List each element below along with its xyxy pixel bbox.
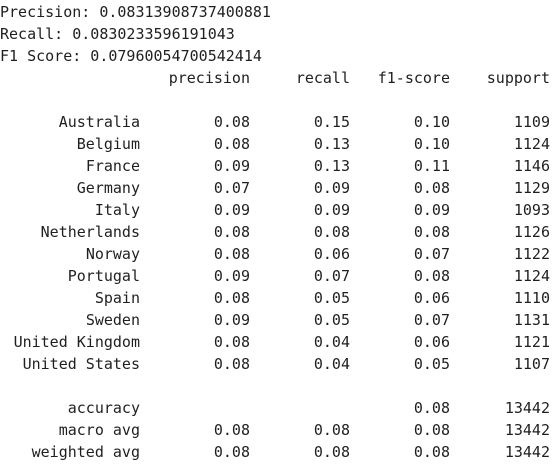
f1-value: 0.10 xyxy=(413,113,450,131)
f1-value: 0.05 xyxy=(413,355,450,373)
precision-value: 0.08 xyxy=(213,333,250,351)
row-label: Italy xyxy=(94,201,140,219)
f1-value: 0.11 xyxy=(413,157,450,175)
recall-value: 0.07 xyxy=(313,267,350,285)
f1-value: 0.06 xyxy=(413,289,450,307)
precision-value: 0.08 xyxy=(213,421,250,439)
row-label: Norway xyxy=(85,245,140,263)
header-recall: recall xyxy=(295,69,350,87)
row-label: Portugal xyxy=(67,267,140,285)
precision-value: 0.09 xyxy=(213,267,250,285)
row-label: Belgium xyxy=(76,135,140,153)
precision-value: 0.08 xyxy=(213,443,250,461)
recall-value: 0.06 xyxy=(313,245,350,263)
precision-value: 0.09 xyxy=(213,157,250,175)
f1-value: 0.08 xyxy=(413,267,450,285)
support-value: 1122 xyxy=(513,245,550,263)
row-label: macro avg xyxy=(58,421,140,439)
recall-value: 0.15 xyxy=(313,113,350,131)
row-label: Spain xyxy=(94,289,140,307)
f1-value: 0.08 xyxy=(413,443,450,461)
f1-value: 0.08 xyxy=(413,399,450,417)
recall-summary: Recall: 0.0830233596191043 xyxy=(0,25,235,43)
support-value: 1110 xyxy=(513,289,550,307)
support-value: 1107 xyxy=(513,355,550,373)
row-label: France xyxy=(85,157,140,175)
precision-summary: Precision: 0.08313908737400881 xyxy=(0,3,271,21)
recall-value: 0.04 xyxy=(313,333,350,351)
row-label: Netherlands xyxy=(40,223,140,241)
recall-value: 0.08 xyxy=(313,223,350,241)
support-value: 13442 xyxy=(504,421,550,439)
f1-value: 0.08 xyxy=(413,421,450,439)
support-value: 1129 xyxy=(513,179,550,197)
recall-value: 0.09 xyxy=(313,179,350,197)
precision-value: 0.08 xyxy=(213,135,250,153)
f1-value: 0.07 xyxy=(413,245,450,263)
f1-value: 0.09 xyxy=(413,201,450,219)
recall-value: 0.13 xyxy=(313,135,350,153)
f1-value: 0.06 xyxy=(413,333,450,351)
precision-value: 0.09 xyxy=(213,311,250,329)
support-value: 1121 xyxy=(513,333,550,351)
support-value: 1131 xyxy=(513,311,550,329)
f1-summary: F1 Score: 0.07960054700542414 xyxy=(0,47,262,65)
support-value: 1126 xyxy=(513,223,550,241)
precision-value: 0.08 xyxy=(213,289,250,307)
recall-value: 0.08 xyxy=(313,443,350,461)
precision-value: 0.08 xyxy=(213,223,250,241)
row-label: weighted avg xyxy=(31,443,140,461)
precision-value: 0.08 xyxy=(213,245,250,263)
precision-value: 0.07 xyxy=(213,179,250,197)
support-value: 1124 xyxy=(513,267,550,285)
f1-value: 0.10 xyxy=(413,135,450,153)
row-label: United Kingdom xyxy=(13,333,140,351)
header-support: support xyxy=(486,69,550,87)
header-precision: precision xyxy=(168,69,250,87)
recall-value: 0.13 xyxy=(313,157,350,175)
row-label: Sweden xyxy=(85,311,140,329)
row-label: United States xyxy=(22,355,140,373)
support-value: 13442 xyxy=(504,399,550,417)
support-value: 13442 xyxy=(504,443,550,461)
row-label: Australia xyxy=(58,113,140,131)
f1-value: 0.08 xyxy=(413,223,450,241)
recall-value: 0.08 xyxy=(313,421,350,439)
precision-value: 0.08 xyxy=(213,355,250,373)
f1-value: 0.07 xyxy=(413,311,450,329)
row-label: accuracy xyxy=(67,399,140,417)
precision-value: 0.09 xyxy=(213,201,250,219)
support-value: 1109 xyxy=(513,113,550,131)
support-value: 1146 xyxy=(513,157,550,175)
support-value: 1093 xyxy=(513,201,550,219)
precision-value: 0.08 xyxy=(213,113,250,131)
recall-value: 0.04 xyxy=(313,355,350,373)
recall-value: 0.05 xyxy=(313,289,350,307)
header-f1-score: f1-score xyxy=(377,69,450,87)
recall-value: 0.05 xyxy=(313,311,350,329)
f1-value: 0.08 xyxy=(413,179,450,197)
recall-value: 0.09 xyxy=(313,201,350,219)
row-label: Germany xyxy=(76,179,140,197)
support-value: 1124 xyxy=(513,135,550,153)
